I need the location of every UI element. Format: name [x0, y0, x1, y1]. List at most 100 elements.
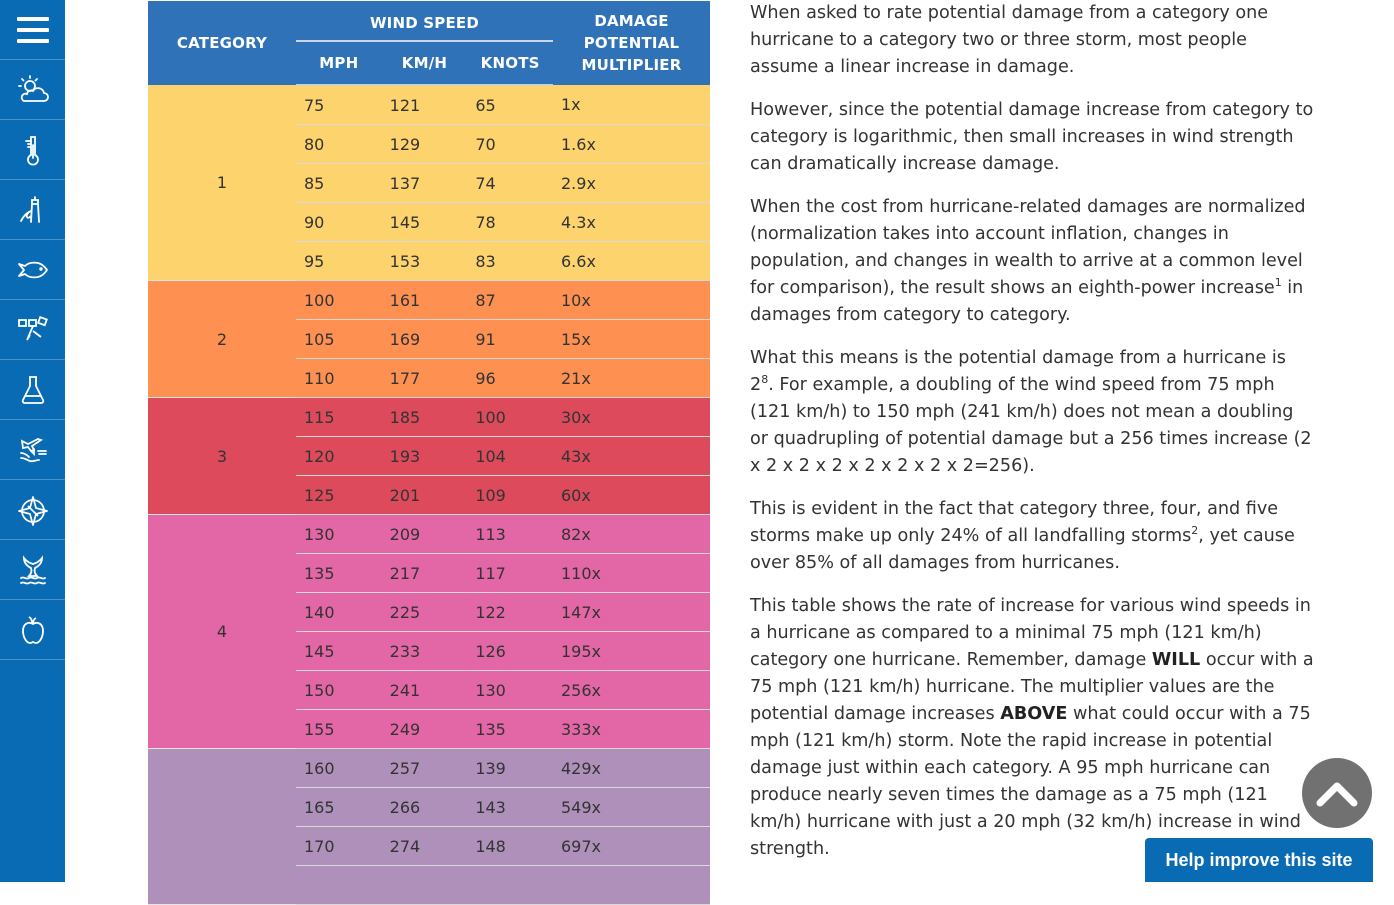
lighthouse-icon: [19, 195, 40, 223]
multiplier-cell: 697x: [553, 826, 710, 866]
footnote-1-link[interactable]: 1: [1274, 276, 1282, 289]
header-mph: MPH: [296, 42, 382, 86]
knots-cell: 122: [467, 592, 553, 632]
damage-table-container: CATEGORY WIND SPEED DAMAGE POTENTIAL MUL…: [148, 1, 710, 905]
multiplier-cell: 256x: [553, 670, 710, 710]
mph-cell: 100: [296, 280, 382, 320]
knots-cell: 139: [467, 748, 553, 788]
multiplier-cell: 110x: [553, 553, 710, 593]
category-cell: 3: [148, 397, 296, 515]
kmh-cell: 274: [381, 826, 468, 866]
knots-cell: 117: [467, 553, 553, 593]
fish-icon: [17, 261, 48, 278]
mph-cell: 135: [296, 553, 382, 593]
table-body: 1 75 121 65 1x 80 129 70 1.6x 85 137 74 2.9x 90 145 78 4…: [148, 85, 710, 905]
kmh-cell: 249: [381, 709, 468, 749]
table-row: 155 249 135 333x: [148, 709, 710, 749]
mph-cell: 140: [296, 592, 382, 632]
multiplier-cell: 195x: [553, 631, 710, 671]
help-improve-site-button[interactable]: Help improve this site: [1145, 838, 1373, 882]
knots-cell: 78: [467, 202, 553, 242]
mph-cell: 95: [296, 241, 382, 281]
knots-cell: 74: [467, 163, 553, 203]
kmh-cell: 185: [381, 397, 468, 437]
mph-cell: 165: [296, 787, 382, 827]
sidebar-item-coasts[interactable]: [0, 180, 65, 240]
knots-cell: 109: [467, 475, 553, 515]
category-cell: 4: [148, 514, 296, 749]
whale-tail-icon: [19, 554, 46, 584]
sidebar-item-marine-life[interactable]: [0, 540, 65, 600]
knots-cell: 70: [467, 124, 553, 164]
mph-cell: 125: [296, 475, 382, 515]
sidebar-item-satellites[interactable]: [0, 300, 65, 360]
knots-cell: 148: [467, 826, 553, 866]
sidebar-item-menu[interactable]: [0, 0, 65, 60]
text: what could occur with a 75 mph (121 km/h…: [750, 704, 1311, 859]
mph-cell: 160: [296, 748, 382, 788]
multiplier-cell: 333x: [553, 709, 710, 749]
emphasis-above: ABOVE: [1000, 704, 1068, 724]
paragraph-linear-assumption: When asked to rate potential damage from…: [750, 3, 1269, 77]
mph-cell: 155: [296, 709, 382, 749]
multiplier-cell: 60x: [553, 475, 710, 515]
table-row: 160 257 139 429x: [148, 748, 710, 905]
kmh-cell: 137: [381, 163, 468, 203]
mph-cell: 150: [296, 670, 382, 710]
multiplier-cell: 10x: [553, 280, 710, 320]
sidebar-item-education[interactable]: [0, 600, 65, 660]
multiplier-cell: 6.6x: [553, 241, 710, 281]
table-row: 1 75 121 65 1x: [148, 85, 710, 281]
knots-cell: 83: [467, 241, 553, 281]
sidebar-item-fisheries[interactable]: [0, 240, 65, 300]
apple-icon: [21, 615, 44, 644]
sidebar-item-weather[interactable]: [0, 60, 65, 120]
header-wind-speed: WIND SPEED: [296, 1, 553, 42]
chevron-up-icon: [1316, 782, 1358, 807]
back-to-top-button[interactable]: [1302, 758, 1372, 828]
compass-icon: [17, 495, 48, 526]
header-category: CATEGORY: [148, 1, 296, 85]
header-knots: KNOTS: [467, 42, 553, 86]
header-damage-line3: MULTIPLIER: [581, 56, 682, 74]
sidebar-item-navigation[interactable]: [0, 480, 65, 540]
knots-cell: 130: [467, 670, 553, 710]
knots-cell: 65: [467, 85, 553, 125]
header-damage-multiplier: DAMAGE POTENTIAL MULTIPLIER: [553, 1, 710, 85]
sidebar-item-research[interactable]: [0, 360, 65, 420]
kmh-cell: 257: [381, 748, 468, 788]
mph-cell: 170: [296, 826, 382, 866]
paragraph-normalized: When the cost from hurricane-related dam…: [750, 194, 1315, 329]
flask-icon: [21, 375, 44, 404]
satellite-icon: [17, 315, 48, 340]
mph-cell: [296, 865, 382, 905]
multiplier-cell: [553, 865, 710, 905]
mph-cell: 105: [296, 319, 382, 359]
header-kmh: KM/H: [381, 42, 468, 86]
mph-cell: 80: [296, 124, 382, 164]
text: When the cost from hurricane-related dam…: [750, 197, 1306, 298]
kmh-cell: 241: [381, 670, 468, 710]
emphasis-will: WILL: [1151, 650, 1201, 670]
paragraph-landfalling: This is evident in the fact that categor…: [750, 496, 1315, 577]
footnote-2-link[interactable]: 2: [1191, 524, 1199, 537]
text: in damages from category to category.: [750, 278, 1304, 325]
mph-cell: 90: [296, 202, 382, 242]
knots-cell: 91: [467, 319, 553, 359]
sidebar-item-hazards[interactable]: [0, 420, 65, 480]
multiplier-cell: 15x: [553, 319, 710, 359]
mph-cell: 85: [296, 163, 382, 203]
category-cell: 2: [148, 280, 296, 398]
sidebar-item-climate[interactable]: [0, 120, 65, 180]
knots-cell: 96: [467, 358, 553, 398]
paragraph-logarithmic: However, since the potential damage incr…: [750, 100, 1314, 174]
kmh-cell: 233: [381, 631, 468, 671]
article-body: When asked to rate potential damage from…: [750, 0, 1315, 879]
table-row: 3 115 185 100 30x: [148, 397, 710, 515]
table-row: 2 100 161 87 10x: [148, 280, 710, 398]
text: This table shows the rate of increase fo…: [750, 596, 1311, 670]
paragraph-table-explanation: This table shows the rate of increase fo…: [750, 593, 1315, 863]
text: occur with a 75 mph (121 km/h) hurricane…: [750, 650, 1314, 724]
kmh-cell: 161: [381, 280, 468, 320]
multiplier-cell: 147x: [553, 592, 710, 632]
